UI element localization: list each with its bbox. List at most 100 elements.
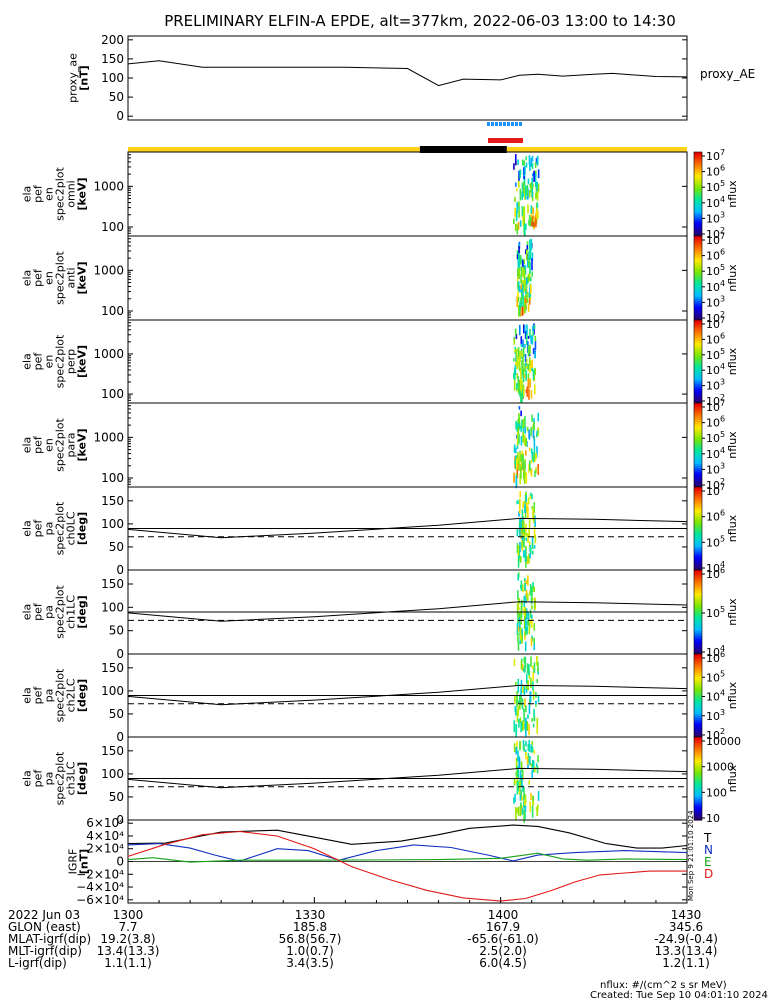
spectrogram-cell <box>519 694 521 704</box>
y-tick-label: 150 <box>101 661 124 675</box>
panel-IGRF: −6×10⁴−4×10⁴−2×10⁴02×10⁴4×10⁴6×10⁴IGRF[n… <box>67 810 714 907</box>
spectrogram-cell <box>529 460 531 471</box>
colorbar-swatch <box>694 445 702 448</box>
orbit-value: 2.5(2.0) <box>479 944 527 958</box>
spectrogram-cell <box>522 356 524 369</box>
colorbar-tick-label: 107 <box>706 232 725 247</box>
spectrogram-cell <box>531 359 533 372</box>
spectrogram-cell <box>527 497 530 505</box>
y-tick-label: 50 <box>109 707 124 721</box>
spectrogram-cell <box>517 632 519 643</box>
spectrogram-cell <box>518 617 521 629</box>
igrf-legend-T: T <box>703 831 712 845</box>
colorbar-swatch <box>694 641 702 645</box>
colorbar-swatch <box>694 749 702 753</box>
colorbar-swatch <box>694 363 702 367</box>
colorbar-swatch <box>694 168 702 172</box>
spectrogram-cell <box>517 159 519 165</box>
spectrogram-cell <box>521 541 524 551</box>
spectrogram-cell <box>534 766 536 773</box>
spectrogram-cell <box>529 287 531 298</box>
y-axis-label: ch1LC <box>65 595 78 629</box>
colorbar-swatch <box>694 273 702 277</box>
colorbar-tick-label: 105 <box>706 669 725 684</box>
spectrogram-cell <box>519 498 521 508</box>
spectrogram-cell <box>516 741 518 748</box>
spectrogram-cell <box>517 296 520 303</box>
spectrogram-cell <box>515 420 517 430</box>
spectrogram-cell <box>521 450 523 459</box>
y-tick-label: 150 <box>101 494 124 508</box>
colorbar-swatch <box>694 545 702 548</box>
colorbar-swatch <box>694 772 702 775</box>
spectrogram-cell <box>525 741 527 747</box>
spectrogram-cell <box>524 656 527 668</box>
spectrogram-cell <box>522 418 525 429</box>
colorbar-swatch <box>694 344 702 348</box>
spectrogram-cell <box>523 656 526 664</box>
colorbar-swatch <box>694 689 702 692</box>
spectrogram-cell <box>530 335 532 344</box>
colorbar-swatch <box>694 530 702 534</box>
colorbar-swatch <box>694 426 702 429</box>
spectrogram-cell <box>520 519 523 530</box>
x-axis-row-label: MLT-igrf(dip) <box>8 944 82 958</box>
spectrogram-cell <box>525 363 527 367</box>
colorbar-swatch <box>694 685 702 688</box>
colorbar-swatch <box>694 457 702 461</box>
science-zone-marker-blue <box>499 122 502 126</box>
colorbar-swatch <box>694 396 702 400</box>
spectrogram-cell <box>513 797 515 804</box>
spectrogram-cell <box>523 786 525 801</box>
colorbar-swatch <box>694 164 702 168</box>
spectrogram-cell <box>527 303 530 312</box>
spectrogram-cell <box>518 246 520 253</box>
colorbar-tick-label: 105 <box>706 534 725 549</box>
spectrogram-cell <box>525 705 527 713</box>
colorbar-label: nflux <box>726 431 739 459</box>
y-axis-label: pef <box>32 686 45 705</box>
colorbar-tick-label: 103 <box>706 378 725 393</box>
plot-title: PRELIMINARY ELFIN-A EPDE, alt=377km, 202… <box>164 12 676 30</box>
spectrogram-cell <box>526 324 528 336</box>
y-axis-label: spec2plot <box>54 668 67 722</box>
colorbar-swatch <box>694 518 702 521</box>
spectrogram-cell <box>519 717 522 724</box>
colorbar-swatch <box>694 741 702 744</box>
spectrogram-cell <box>517 768 520 779</box>
spectrogram-cell <box>517 284 520 291</box>
colorbar-label: nflux <box>726 681 739 709</box>
spectrogram-cell <box>514 695 516 704</box>
colorbar-swatch <box>694 509 702 513</box>
spectrogram-cell <box>535 186 538 197</box>
y-axis-label: pa <box>43 772 56 786</box>
spectrogram-cell <box>518 460 520 471</box>
spectrogram-cell <box>530 390 533 399</box>
spectrogram-cell <box>525 618 527 631</box>
y-tick-label: 100 <box>101 600 124 614</box>
spectrogram-cell <box>531 494 533 500</box>
colorbar-swatch <box>694 660 702 663</box>
units-note: nflux: #/(cm^2 s sr MeV) <box>600 980 727 991</box>
spectrogram-cell <box>530 157 533 167</box>
spectrogram-cell <box>520 802 522 808</box>
spectrogram-cell <box>528 270 531 281</box>
spectrogram-cell <box>518 718 520 728</box>
spectrogram-cell <box>526 426 529 432</box>
spectrogram-cell <box>522 347 525 357</box>
colorbar-swatch <box>694 732 702 736</box>
spectrogram-cell <box>522 167 525 176</box>
spectrogram-cell <box>520 695 522 706</box>
loss-cone-line <box>127 517 688 539</box>
spectrogram-cell <box>514 364 517 375</box>
spectrogram-cell <box>530 492 532 496</box>
spectrogram-cell <box>525 162 528 168</box>
spectrogram-cell <box>524 794 527 804</box>
colorbar-swatch <box>694 722 702 726</box>
spectrogram-cell <box>518 406 521 410</box>
spectrogram-cell <box>516 224 519 235</box>
y-axis-label: ela <box>21 270 34 287</box>
colorbar-swatch <box>694 672 702 676</box>
spectrogram-cell <box>522 296 524 307</box>
